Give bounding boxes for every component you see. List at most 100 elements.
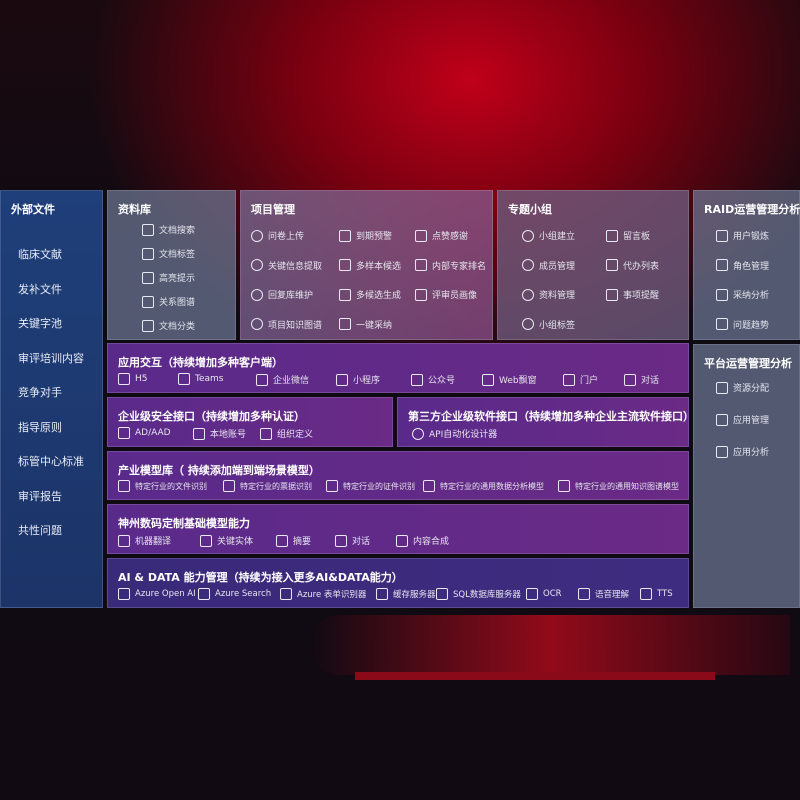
feature-item[interactable]: 资料管理	[522, 288, 575, 301]
feature-item[interactable]: 小组建立	[522, 229, 575, 242]
feature-item[interactable]: 特定行业的证件识别	[326, 480, 415, 492]
panel-title: 资料库	[118, 203, 151, 216]
sidebar-item[interactable]: 关键字池	[18, 317, 62, 330]
feature-label: 应用分析	[733, 448, 770, 458]
feature-item[interactable]: 组织定义	[260, 427, 313, 440]
feature-item[interactable]: API自动化设计器	[412, 427, 497, 440]
feature-item[interactable]: 事项提醒	[606, 288, 659, 301]
feature-item[interactable]: Web飘窗	[482, 373, 537, 386]
industry-model-panel: 产业模型库（ 持续添加端到端场景模型） 特定行业的文件识别 特定行业的票据识别 特定…	[107, 451, 689, 500]
feature-icon	[606, 229, 618, 242]
feature-label: 企业微信	[273, 376, 310, 386]
feature-item[interactable]: 文档搜索	[142, 223, 195, 236]
feature-label: TTS	[657, 589, 673, 599]
sidebar-item[interactable]: 标管中心标准	[18, 455, 84, 468]
feature-item[interactable]: TTS	[640, 588, 673, 600]
feature-icon	[142, 319, 154, 332]
feature-item[interactable]: 评审员画像	[415, 288, 477, 301]
sidebar-item[interactable]: 发补文件	[18, 282, 62, 296]
sidebar-item[interactable]: 指导原则	[18, 420, 62, 434]
feature-item[interactable]: 一键采纳	[339, 318, 392, 331]
feature-item[interactable]: 回复库维护	[251, 288, 313, 301]
feature-label: 多样本候选	[356, 261, 402, 272]
sidebar-item[interactable]: 共性问题	[18, 524, 62, 537]
feature-label: 特定行业的票据识别	[240, 481, 312, 491]
feature-item[interactable]: 代办列表	[606, 259, 659, 272]
feature-item[interactable]: 特定行业的票据识别	[223, 480, 312, 492]
feature-item[interactable]: 企业微信	[256, 373, 309, 386]
feature-item[interactable]: 角色管理	[716, 259, 769, 272]
feature-item[interactable]: Azure Open AI	[118, 588, 196, 600]
feature-item[interactable]: Azure 表单识别器	[280, 588, 366, 600]
feature-item[interactable]: 关系图谱	[142, 295, 195, 308]
feature-item[interactable]: 门户	[563, 373, 598, 386]
feature-item[interactable]: 项目知识图谱	[251, 318, 322, 331]
feature-item[interactable]: 特定行业的通用知识图谱模型	[558, 480, 679, 492]
feature-item[interactable]: 问题趋势	[716, 318, 769, 331]
sidebar-item[interactable]: 竞争对手	[18, 386, 62, 399]
sidebar-item[interactable]: 审评培训内容	[18, 351, 84, 365]
feature-item[interactable]: 对话	[624, 373, 659, 386]
feature-item[interactable]: 特定行业的文件识别	[118, 480, 207, 492]
feature-item[interactable]: 语音理解	[578, 588, 629, 600]
feature-icon	[482, 373, 494, 386]
feature-item[interactable]: 多候选生成	[339, 288, 401, 301]
feature-item[interactable]: 缓存服务器	[376, 588, 436, 600]
feature-label: 特定行业的证件识别	[343, 481, 415, 491]
feature-label: 文档标签	[159, 250, 196, 260]
feature-icon	[339, 259, 351, 271]
feature-item[interactable]: Teams	[178, 373, 223, 385]
feature-label: 到期预警	[356, 232, 393, 242]
feature-icon	[118, 588, 130, 600]
feature-item[interactable]: 内容合成	[396, 534, 449, 547]
feature-item[interactable]: 文档标签	[142, 247, 195, 260]
feature-item[interactable]: 多样本候选	[339, 259, 401, 272]
feature-item[interactable]: 关键实体	[200, 534, 253, 547]
feature-label: Web飘窗	[499, 376, 537, 386]
feature-label: 用户锻炼	[733, 232, 770, 242]
feature-item[interactable]: OCR	[526, 588, 562, 600]
feature-item[interactable]: 留言板	[606, 229, 650, 242]
feature-icon	[280, 588, 292, 600]
feature-item[interactable]: 内部专家排名	[415, 259, 486, 272]
panel-title: 产业模型库（ 持续添加端到端场景模型）	[118, 464, 320, 477]
feature-item[interactable]: 文档分类	[142, 319, 195, 332]
sidebar-item[interactable]: 审评报告	[18, 489, 62, 503]
feature-item[interactable]: 成员管理	[522, 259, 575, 272]
panel-title: 应用交互（持续增加多种客户端）	[118, 356, 283, 369]
feature-item[interactable]: 问卷上传	[251, 229, 304, 242]
decorative-bar	[355, 672, 715, 680]
feature-item[interactable]: 采纳分析	[716, 288, 769, 301]
feature-item[interactable]: 高亮提示	[142, 271, 195, 284]
feature-item[interactable]: 应用分析	[716, 445, 769, 458]
feature-label: SQL数据库服务器	[453, 590, 521, 600]
feature-item[interactable]: 应用管理	[716, 413, 769, 426]
feature-label: 小组建立	[539, 232, 576, 242]
feature-item[interactable]: SQL数据库服务器	[436, 588, 521, 600]
feature-item[interactable]: 特定行业的通用数据分析模型	[423, 480, 544, 492]
feature-item[interactable]: 机器翻译	[118, 534, 171, 547]
feature-item[interactable]: Azure Search	[198, 588, 271, 600]
feature-item[interactable]: 到期预警	[339, 229, 392, 242]
feature-icon	[118, 427, 130, 439]
feature-item[interactable]: 公众号	[411, 373, 455, 386]
feature-item[interactable]: 摘要	[276, 534, 311, 547]
app-interaction-panel: 应用交互（持续增加多种客户端） H5 Teams 企业微信 小程序 公众号 Web飘窗 门户…	[107, 343, 689, 393]
security-interface-panel: 企业级安全接口（持续增加多种认证） AD/AAD 本地账号 组织定义	[107, 397, 393, 447]
sidebar-item[interactable]: 临床文献	[18, 248, 62, 261]
feature-item[interactable]: H5	[118, 373, 148, 385]
feature-item[interactable]: 本地账号	[193, 427, 246, 440]
feature-icon	[415, 288, 427, 301]
feature-icon	[716, 445, 728, 458]
feature-item[interactable]: 关键信息提取	[251, 259, 322, 272]
feature-item[interactable]: AD/AAD	[118, 427, 171, 439]
panel-title: 项目管理	[251, 203, 295, 216]
feature-item[interactable]: 用户锻炼	[716, 229, 769, 242]
feature-icon	[251, 259, 263, 271]
feature-item[interactable]: 资源分配	[716, 381, 769, 394]
feature-icon	[178, 373, 190, 385]
feature-item[interactable]: 小程序	[336, 373, 380, 386]
feature-item[interactable]: 点赞感谢	[415, 229, 468, 242]
feature-item[interactable]: 小组标签	[522, 318, 575, 331]
feature-item[interactable]: 对话	[335, 534, 370, 547]
